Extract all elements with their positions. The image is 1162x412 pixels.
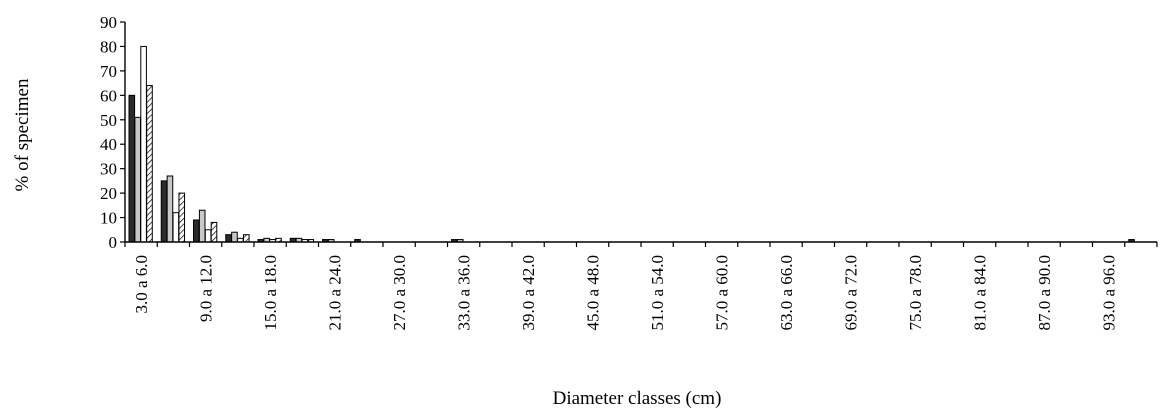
bar-s1-6-0-a-9-0	[160, 180, 168, 243]
bar-s1-12-0-a-15-0	[225, 234, 232, 243]
bar-s2-3-0-a-6-0	[134, 116, 141, 243]
bar-s4-3-0-a-6-0	[146, 85, 153, 243]
bar-s4-6-0-a-9-0	[178, 192, 186, 243]
y-tick-label: 40	[100, 135, 117, 154]
bar-s4-12-0-a-15-0	[242, 234, 250, 243]
y-tick-label: 80	[100, 37, 117, 56]
y-axis: 0 10 20 30 40 50 60 70 80 90	[100, 13, 126, 252]
x-tick-label: 87.0 a 90.0	[1035, 255, 1054, 331]
y-tick-label: 20	[100, 184, 117, 203]
bar-s2-6-0-a-9-0	[166, 175, 174, 243]
x-tick-label: 21.0 a 24.0	[326, 255, 345, 331]
y-tick-label: 60	[100, 86, 117, 105]
x-tick-label: 15.0 a 18.0	[261, 255, 280, 331]
y-tick-label: 30	[100, 160, 117, 179]
x-tick-label: 69.0 a 72.0	[842, 255, 861, 331]
y-tick-label: 90	[100, 13, 117, 32]
x-tick-label: 45.0 a 48.0	[584, 255, 603, 331]
bar-s3-3-0-a-6-0	[140, 45, 147, 243]
bar-s1-3-0-a-6-0	[128, 94, 136, 243]
x-tick-label: 51.0 a 54.0	[648, 255, 667, 331]
x-tick-label: 3.0 a 6.0	[132, 255, 151, 314]
y-tick-label: 0	[109, 233, 118, 252]
y-tick-label: 50	[100, 111, 117, 130]
x-tick-label: 81.0 a 84.0	[971, 255, 990, 331]
x-axis: 3.0 a 6.0 9.0 a 12.0 15.0 a 18.0 21.0 a 24.…	[124, 241, 1158, 331]
x-tick-label: 9.0 a 12.0	[197, 255, 216, 322]
x-tick-label: 75.0 a 78.0	[906, 255, 925, 331]
y-axis-title: % of specimen	[12, 78, 33, 191]
bar-s4-9-0-a-12-0	[210, 221, 218, 243]
plot-area	[128, 45, 1135, 243]
x-tick-label: 93.0 a 96.0	[1100, 255, 1119, 331]
x-tick-label: 57.0 a 60.0	[713, 255, 732, 331]
bar-s1-9-0-a-12-0	[193, 219, 200, 243]
bar-s2-12-0-a-15-0	[231, 231, 238, 243]
x-axis-title: Diameter classes (cm)	[553, 388, 722, 409]
bar-s3-6-0-a-9-0	[172, 212, 180, 243]
bar-s2-9-0-a-12-0	[198, 209, 206, 243]
x-tick-label: 39.0 a 42.0	[519, 255, 538, 331]
x-tick-label: 33.0 a 36.0	[455, 255, 474, 331]
x-tick-label: 63.0 a 66.0	[777, 255, 796, 331]
y-tick-label: 10	[100, 209, 117, 228]
y-tick-label: 70	[100, 62, 117, 81]
series-1	[128, 94, 1135, 243]
bar-s3-9-0-a-12-0	[204, 229, 212, 243]
x-tick-label: 27.0 a 30.0	[390, 255, 409, 331]
series-2	[134, 116, 464, 243]
